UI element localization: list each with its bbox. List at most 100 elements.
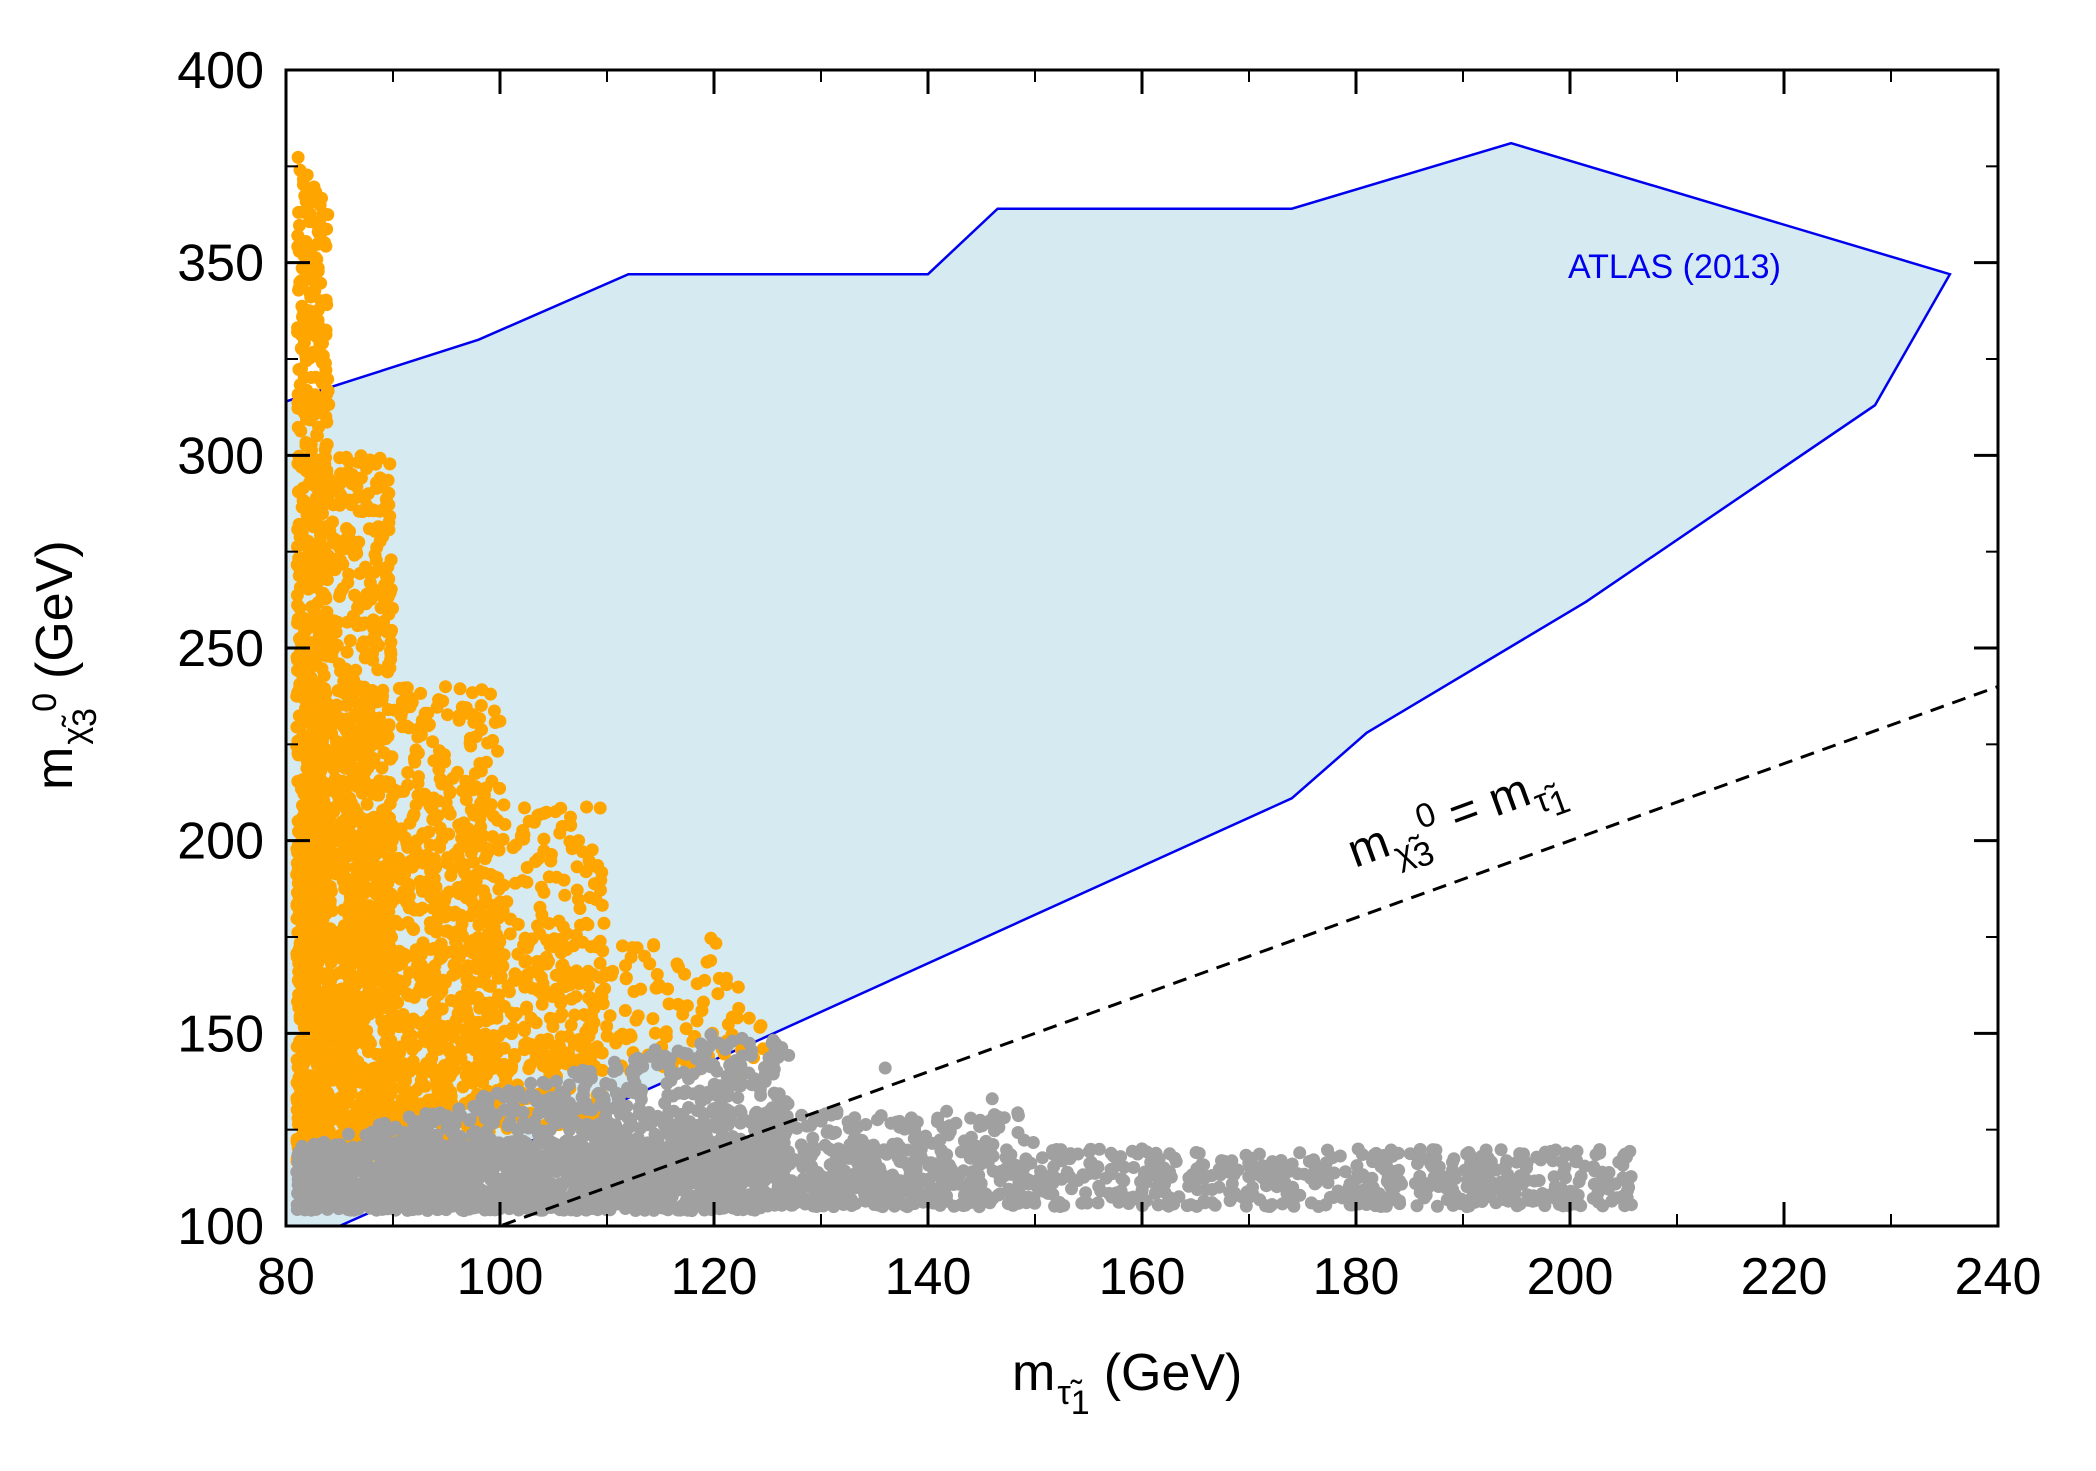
orange-point (347, 874, 361, 888)
orange-point (458, 962, 472, 976)
orange-point (300, 808, 314, 822)
orange-point (508, 974, 521, 988)
orange-point (375, 480, 389, 494)
orange-point (305, 695, 319, 709)
orange-point (552, 914, 566, 928)
orange-point (555, 820, 569, 833)
gray-point (295, 1194, 308, 1208)
gray-point (312, 1192, 326, 1206)
orange-point (487, 1057, 501, 1071)
orange-point (542, 954, 555, 968)
orange-point (321, 383, 334, 397)
gray-point (488, 1179, 502, 1193)
orange-point (340, 522, 353, 535)
orange-point (594, 985, 608, 999)
orange-point (407, 990, 421, 1004)
orange-point (307, 263, 321, 277)
orange-point (439, 796, 453, 810)
orange-point (438, 1064, 452, 1078)
orange-point (314, 226, 328, 239)
orange-point (463, 935, 477, 949)
orange-point (383, 457, 397, 471)
orange-point (634, 982, 648, 996)
orange-point (299, 235, 313, 248)
orange-point (320, 298, 334, 312)
orange-point (319, 564, 332, 578)
orange-point (325, 781, 339, 795)
orange-point (303, 1017, 317, 1031)
orange-point (310, 428, 324, 442)
orange-point (556, 942, 570, 956)
gray-point (370, 1172, 384, 1186)
orange-point (291, 926, 305, 940)
orange-point (414, 1062, 427, 1076)
orange-point (331, 699, 345, 713)
orange-point (381, 560, 395, 574)
orange-point (308, 934, 322, 947)
orange-point (652, 978, 666, 992)
orange-point (338, 1098, 351, 1112)
gray-point (524, 1076, 538, 1090)
orange-point (600, 1019, 614, 1033)
orange-point (492, 1029, 506, 1043)
orange-point (303, 1110, 317, 1124)
orange-point (339, 994, 353, 1008)
orange-point (373, 588, 387, 602)
orange-point (441, 708, 454, 722)
orange-point (292, 569, 306, 583)
orange-point (304, 835, 318, 849)
orange-point (401, 766, 415, 779)
orange-point (396, 1008, 410, 1021)
orange-point (299, 965, 313, 979)
orange-point (467, 808, 481, 822)
orange-point (555, 1044, 569, 1058)
orange-point (400, 1022, 414, 1036)
orange-point (449, 947, 462, 960)
orange-point (397, 947, 411, 961)
orange-point (347, 548, 361, 562)
orange-point (535, 997, 549, 1011)
gray-point (360, 1157, 374, 1171)
orange-point (428, 852, 441, 866)
orange-point (308, 452, 321, 466)
gray-point (599, 1077, 613, 1090)
orange-point (317, 873, 331, 887)
orange-point (388, 1103, 402, 1117)
orange-point (375, 999, 389, 1013)
orange-point (332, 657, 346, 671)
gray-point (405, 1161, 419, 1174)
orange-point (299, 439, 313, 452)
scatter-points (290, 150, 1638, 1218)
orange-point (327, 968, 341, 982)
orange-point (409, 743, 423, 757)
orange-point (481, 933, 495, 946)
orange-point (483, 996, 497, 1010)
orange-point (535, 908, 549, 922)
orange-point (308, 544, 322, 558)
orange-point (506, 1021, 520, 1035)
orange-point (662, 997, 676, 1011)
orange-point (318, 458, 331, 472)
orange-point (731, 980, 745, 994)
orange-point (338, 761, 352, 775)
gray-point (409, 1173, 423, 1187)
gray-point (328, 1195, 342, 1209)
gray-point (592, 1172, 606, 1186)
gray-point (503, 1192, 517, 1205)
orange-point (650, 968, 664, 981)
orange-point (316, 615, 330, 629)
orange-point (418, 985, 432, 999)
orange-point (487, 920, 501, 934)
orange-point (379, 844, 393, 858)
gray-point (344, 1172, 358, 1186)
orange-point (414, 948, 428, 962)
orange-point (529, 1016, 543, 1030)
orange-point (355, 783, 369, 797)
orange-point (494, 954, 507, 968)
orange-point (518, 1020, 531, 1034)
orange-point (496, 832, 510, 846)
orange-point (323, 832, 337, 846)
orange-point (487, 704, 501, 718)
orange-point (311, 808, 325, 822)
orange-point (421, 963, 435, 977)
